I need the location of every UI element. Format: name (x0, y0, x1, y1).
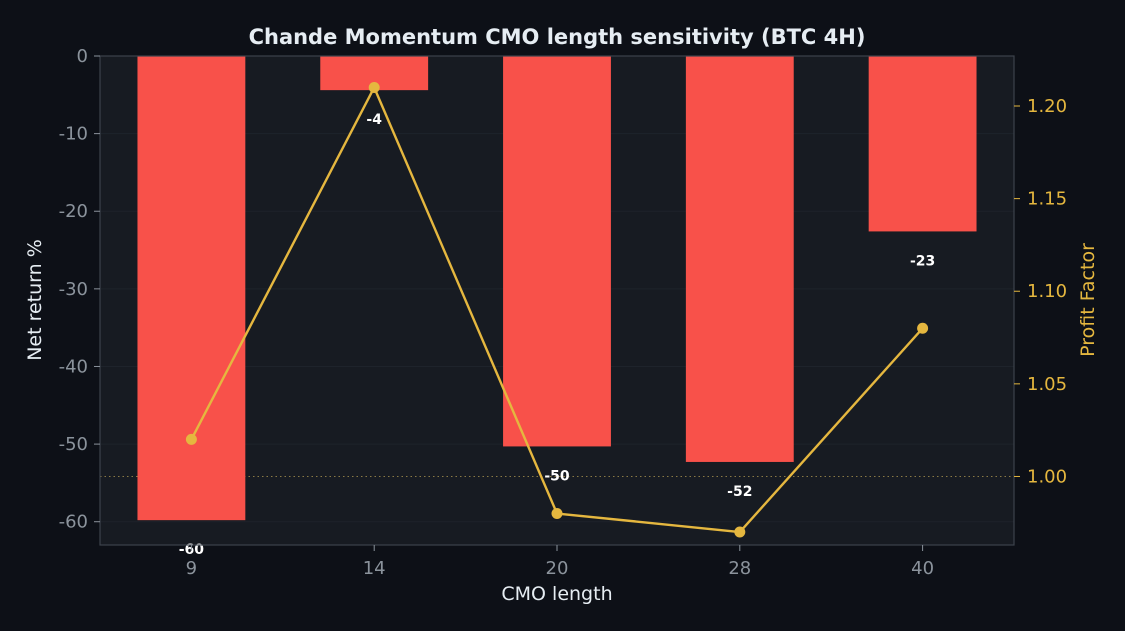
profit-factor-point (185, 433, 197, 445)
line-series (185, 81, 929, 538)
y-tick-label: -30 (59, 279, 88, 300)
x-tick-label: 40 (911, 558, 934, 579)
x-tick-label: 14 (363, 558, 386, 579)
axes: 0 -10 -20 -30 -40 -50 -60 1.00 1.05 1.10 1.15 1.20 9… (59, 46, 1067, 579)
bar (137, 56, 246, 521)
profit-factor-point (734, 526, 746, 538)
y2-tick-label: 1.20 (1027, 96, 1067, 117)
y2-axis-title: Profit Factor (1077, 243, 1099, 357)
y2-tick-label: 1.00 (1027, 466, 1067, 487)
y-tick-label: -50 (59, 434, 88, 455)
bar-series (137, 56, 977, 521)
chart-title: Chande Momentum CMO length sensitivity (… (249, 25, 866, 49)
x-tick-label: 20 (546, 558, 569, 579)
x-axis-title: CMO length (501, 583, 612, 605)
bar (503, 56, 611, 447)
y-tick-label: -10 (59, 124, 88, 145)
bar (868, 56, 977, 232)
profit-factor-point (551, 508, 563, 520)
y-axis-title: Net return % (24, 239, 46, 361)
y-tick-label: -40 (59, 356, 88, 377)
bar-value-label: -4 (366, 112, 382, 128)
y2-tick-label: 1.10 (1027, 281, 1067, 302)
y-tick-label: -60 (59, 512, 88, 533)
y2-tick-label: 1.05 (1027, 374, 1067, 395)
bar-value-label: -23 (910, 253, 935, 269)
y-tick-label: 0 (77, 46, 88, 67)
y-tick-label: -20 (59, 201, 88, 222)
x-tick-label: 9 (186, 558, 197, 579)
bar (685, 56, 794, 462)
profit-factor-point (917, 322, 929, 334)
bar-value-label: -50 (544, 468, 570, 484)
y2-tick-label: 1.15 (1027, 189, 1067, 210)
x-tick-label: 28 (728, 558, 751, 579)
profit-factor-point (368, 81, 380, 93)
bar-value-label: -52 (727, 484, 752, 500)
